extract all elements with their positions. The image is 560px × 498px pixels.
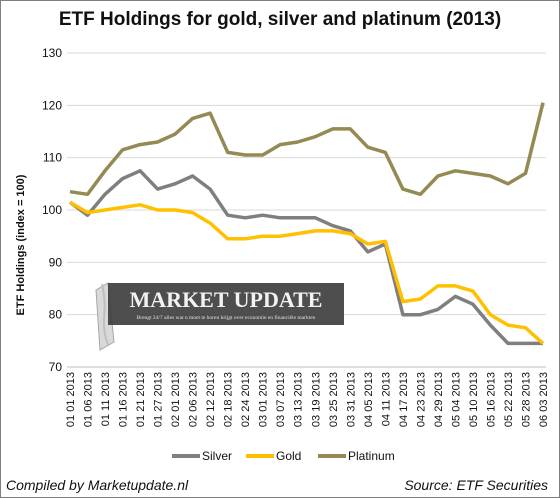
series-line-silver xyxy=(68,169,543,346)
x-tick-label: 02 24 2013 xyxy=(240,372,252,427)
x-tick-labels: 01 01 2013 01 06 2013 01 11 2013 01 16 2013… xyxy=(65,372,550,427)
market-update-logo: MARKET UPDATE Brengt 24/7 alles wat u mo… xyxy=(95,282,344,351)
x-tick-label: 06 03 2013 xyxy=(538,372,550,427)
x-tick-label: 01 06 2013 xyxy=(83,372,95,427)
x-tick-label: 03 31 2013 xyxy=(345,372,357,427)
x-tick-label: 03 07 2013 xyxy=(275,372,287,427)
x-tick-label: 02 18 2013 xyxy=(223,372,235,427)
x-tick-label: 01 16 2013 xyxy=(118,372,130,427)
x-tick-label: 05 10 2013 xyxy=(468,372,480,427)
x-tick-label: 03 01 2013 xyxy=(258,372,270,427)
x-tick-label: 04 05 2013 xyxy=(363,372,375,427)
x-tick-label: 05 22 2013 xyxy=(503,372,515,427)
x-tick-label: 05 28 2013 xyxy=(520,372,532,427)
logo-title: MARKET UPDATE xyxy=(130,287,323,312)
y-tick-label: 80 xyxy=(49,308,63,322)
legend: Silver Gold Platinum xyxy=(172,449,395,463)
x-tick-label: 04 17 2013 xyxy=(398,372,410,427)
x-tick-label: 04 11 2013 xyxy=(380,372,392,426)
x-tick-label: 04 29 2013 xyxy=(433,372,445,427)
legend-label-platinum: Platinum xyxy=(348,449,395,463)
y-tick-label: 120 xyxy=(42,98,62,112)
gridlines xyxy=(67,52,546,368)
x-tick-label: 01 11 2013 xyxy=(100,372,112,426)
y-axis-label: ETF Holdings (index = 100) xyxy=(15,174,27,315)
legend-label-gold: Gold xyxy=(276,449,301,463)
x-tick-label: 05 04 2013 xyxy=(450,372,462,427)
y-tick-labels: 70 80 90 100 110 120 130 xyxy=(42,46,62,374)
x-tick-label: 03 13 2013 xyxy=(293,372,305,427)
chart-title: ETF Holdings for gold, silver and platin… xyxy=(58,9,502,30)
y-tick-label: 110 xyxy=(43,151,62,165)
x-tick-label: 03 19 2013 xyxy=(310,372,322,427)
y-tick-label: 90 xyxy=(49,255,63,269)
legend-label-silver: Silver xyxy=(202,449,232,463)
footer-source: Source: ETF Securities xyxy=(404,477,548,493)
x-tick-label: 03 25 2013 xyxy=(328,372,340,427)
series-lines xyxy=(68,102,545,346)
x-tick-label: 05 16 2013 xyxy=(485,372,497,427)
logo-tagline: Brengt 24/7 alles wat u moet te horen kr… xyxy=(137,314,316,321)
y-tick-label: 100 xyxy=(42,203,62,217)
series-line-gold xyxy=(69,200,545,345)
x-tick-label: 02 12 2013 xyxy=(205,372,217,427)
y-tick-label: 70 xyxy=(49,360,63,374)
y-tick-label: 130 xyxy=(42,46,62,60)
x-tick-label: 01 21 2013 xyxy=(135,372,147,427)
x-tick-label: 04 23 2013 xyxy=(415,372,427,427)
x-tick-label: 01 27 2013 xyxy=(153,372,165,427)
series-line-platinum xyxy=(69,102,545,197)
x-tick-label: 01 01 2013 xyxy=(65,372,77,427)
x-tick-label: 02 06 2013 xyxy=(188,372,200,427)
x-tick-label: 02 01 2013 xyxy=(170,372,182,427)
footer-compiled-by: Compiled by Marketupdate.nl xyxy=(6,477,189,493)
